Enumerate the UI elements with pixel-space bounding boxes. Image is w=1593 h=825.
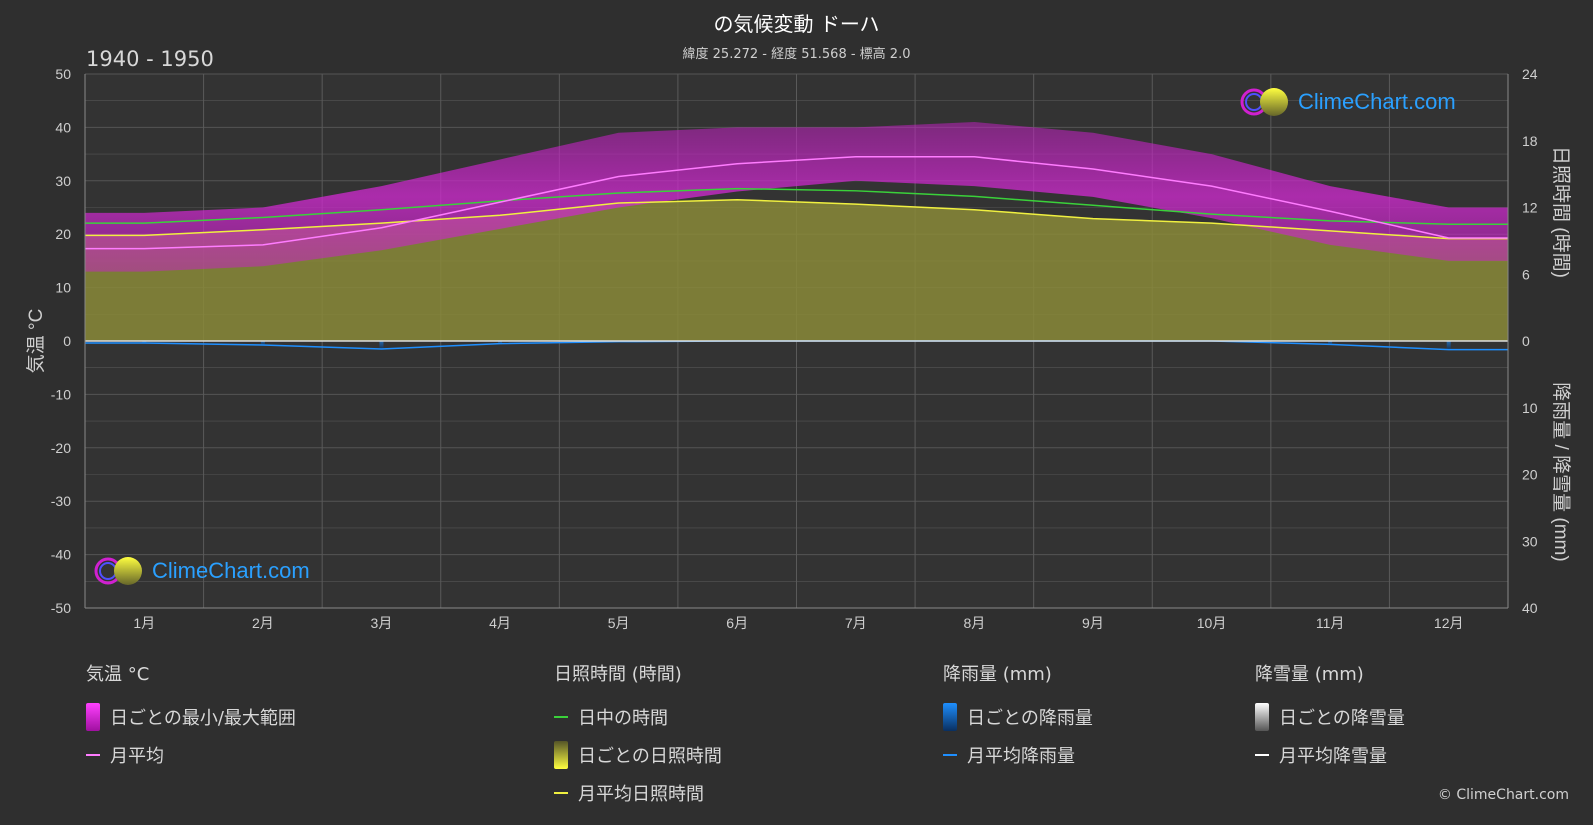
- left-tick-label: 30: [55, 173, 71, 189]
- rain-bar: [498, 341, 503, 344]
- legend-heading: 日照時間 (時間): [554, 664, 682, 685]
- legend-item: 月平均降雪量: [1255, 736, 1405, 774]
- right-tick-label-sunshine: 24: [1522, 66, 1538, 82]
- left-tick-label: 20: [55, 226, 71, 242]
- month-label: 1月: [133, 615, 155, 631]
- line-swatch: [554, 792, 568, 794]
- right-tick-label-rain: 10: [1522, 400, 1538, 416]
- chart-subtitle: 緯度 25.272 - 経度 51.568 - 標高 2.0: [682, 47, 911, 62]
- legend-rain: 降雨量 (mm) 日ごとの降雨量 月平均降雨量: [943, 660, 1093, 774]
- month-label: 8月: [963, 615, 985, 631]
- legend-heading: 降雨量 (mm): [943, 664, 1052, 685]
- logo-top-right[interactable]: ClimeChart.com: [1240, 86, 1456, 118]
- temperature-range-area: [85, 122, 1508, 272]
- legend-item: 月平均: [86, 736, 296, 774]
- legend-label: 日ごとの降雨量: [967, 708, 1093, 729]
- month-label: 9月: [1082, 615, 1104, 631]
- copyright: © ClimeChart.com: [1437, 787, 1569, 803]
- rain-bar: [379, 341, 384, 350]
- month-label: 2月: [252, 615, 274, 631]
- temperature-avg-line: [85, 156, 1508, 250]
- legend-label: 日ごとの日照時間: [578, 746, 722, 767]
- legend-label: 日ごとの降雪量: [1279, 708, 1405, 729]
- left-tick-label: 10: [55, 280, 71, 296]
- month-label: 3月: [371, 615, 393, 631]
- rain-bar: [1446, 341, 1451, 350]
- logo-text: ClimeChart.com: [1298, 89, 1456, 114]
- month-label: 7月: [845, 615, 867, 631]
- legend-label: 月平均日照時間: [578, 784, 704, 805]
- legend-item: 月平均降雨量: [943, 736, 1093, 774]
- rain-bar: [1328, 341, 1333, 345]
- rain-bar: [260, 341, 265, 346]
- month-label: 6月: [726, 615, 748, 631]
- month-label: 11月: [1316, 615, 1345, 631]
- sunshine-avg-line: [85, 198, 1508, 240]
- rain-bar: [142, 341, 147, 344]
- month-label: 10月: [1197, 615, 1227, 631]
- left-tick-label: -50: [51, 600, 71, 616]
- right-tick-label-sunshine: 6: [1522, 266, 1530, 282]
- line-swatch: [86, 754, 100, 756]
- line-swatch: [1255, 754, 1269, 756]
- logo-bottom-left[interactable]: ClimeChart.com: [94, 555, 310, 587]
- legend-heading: 降雪量 (mm): [1255, 664, 1364, 685]
- right-tick-label-sunshine: 0: [1522, 333, 1530, 349]
- rain-swatch: [943, 703, 957, 731]
- month-label: 5月: [608, 615, 630, 631]
- legend-item: 日ごとの日照時間: [554, 736, 722, 774]
- month-label: 4月: [489, 615, 511, 631]
- daylight-line: [85, 187, 1508, 225]
- legend-snow: 降雪量 (mm) 日ごとの降雪量 月平均降雪量: [1255, 660, 1405, 774]
- legend-item: 日ごとの降雨量: [943, 698, 1093, 736]
- line-swatch: [554, 716, 568, 718]
- legend-temperature: 気温 °C 日ごとの最小/最大範囲 月平均: [86, 660, 296, 774]
- logo-text: ClimeChart.com: [152, 558, 310, 583]
- left-tick-label: 50: [55, 66, 71, 82]
- climate-chart: 50 40 30 20 10 0 -10 -20 -30 -40 -50 24 18 12 6 0 10 20 30…: [25, 66, 1572, 631]
- left-tick-label: -20: [51, 440, 71, 456]
- left-tick-label: 0: [63, 333, 71, 349]
- left-tick-label: 40: [55, 119, 71, 135]
- chart-title: の気候変動 ドーハ: [713, 12, 880, 36]
- right-tick-label-rain: 30: [1522, 533, 1538, 549]
- right-axis-title-rain: 降雨量 / 降雪量 (mm): [1550, 382, 1572, 561]
- right-axis-title-sunshine: 日照時間 (時間): [1550, 146, 1572, 278]
- legend-item: 日中の時間: [554, 698, 722, 736]
- legend-heading: 気温 °C: [86, 664, 150, 685]
- right-tick-label-rain: 40: [1522, 600, 1538, 616]
- legend-item: 月平均日照時間: [554, 774, 722, 812]
- sunshine-swatch: [554, 741, 568, 769]
- legend-item: 日ごとの最小/最大範囲: [86, 698, 296, 736]
- legend-label: 月平均降雪量: [1279, 746, 1387, 767]
- range-swatch: [86, 703, 100, 731]
- right-tick-label-rain: 20: [1522, 467, 1538, 483]
- month-label: 12月: [1434, 615, 1464, 631]
- legend-label: 月平均降雨量: [967, 746, 1075, 767]
- series-lines: [85, 156, 1508, 351]
- line-swatch: [943, 754, 957, 756]
- left-axis-title: 気温 °C: [25, 309, 47, 374]
- left-tick-label: -10: [51, 386, 71, 402]
- left-tick-label: -40: [51, 547, 71, 563]
- snow-swatch: [1255, 703, 1269, 731]
- temperature-range-fill: [85, 122, 1508, 272]
- legend-item: 日ごとの降雪量: [1255, 698, 1405, 736]
- period-label: 1940 - 1950: [86, 47, 214, 71]
- logo-icon: [1240, 88, 1288, 116]
- legend-label: 日中の時間: [578, 708, 668, 729]
- logo-icon: [94, 557, 142, 585]
- legend-label: 月平均: [110, 746, 164, 767]
- legend-label: 日ごとの最小/最大範囲: [110, 708, 296, 729]
- left-tick-label: -30: [51, 493, 71, 509]
- chart-axes: 50 40 30 20 10 0 -10 -20 -30 -40 -50 24 18 12 6 0 10 20 30…: [25, 66, 1572, 631]
- right-tick-label-sunshine: 18: [1522, 133, 1538, 149]
- legend-sunshine: 日照時間 (時間) 日中の時間 日ごとの日照時間 月平均日照時間: [554, 660, 722, 812]
- right-tick-label-sunshine: 12: [1522, 200, 1538, 216]
